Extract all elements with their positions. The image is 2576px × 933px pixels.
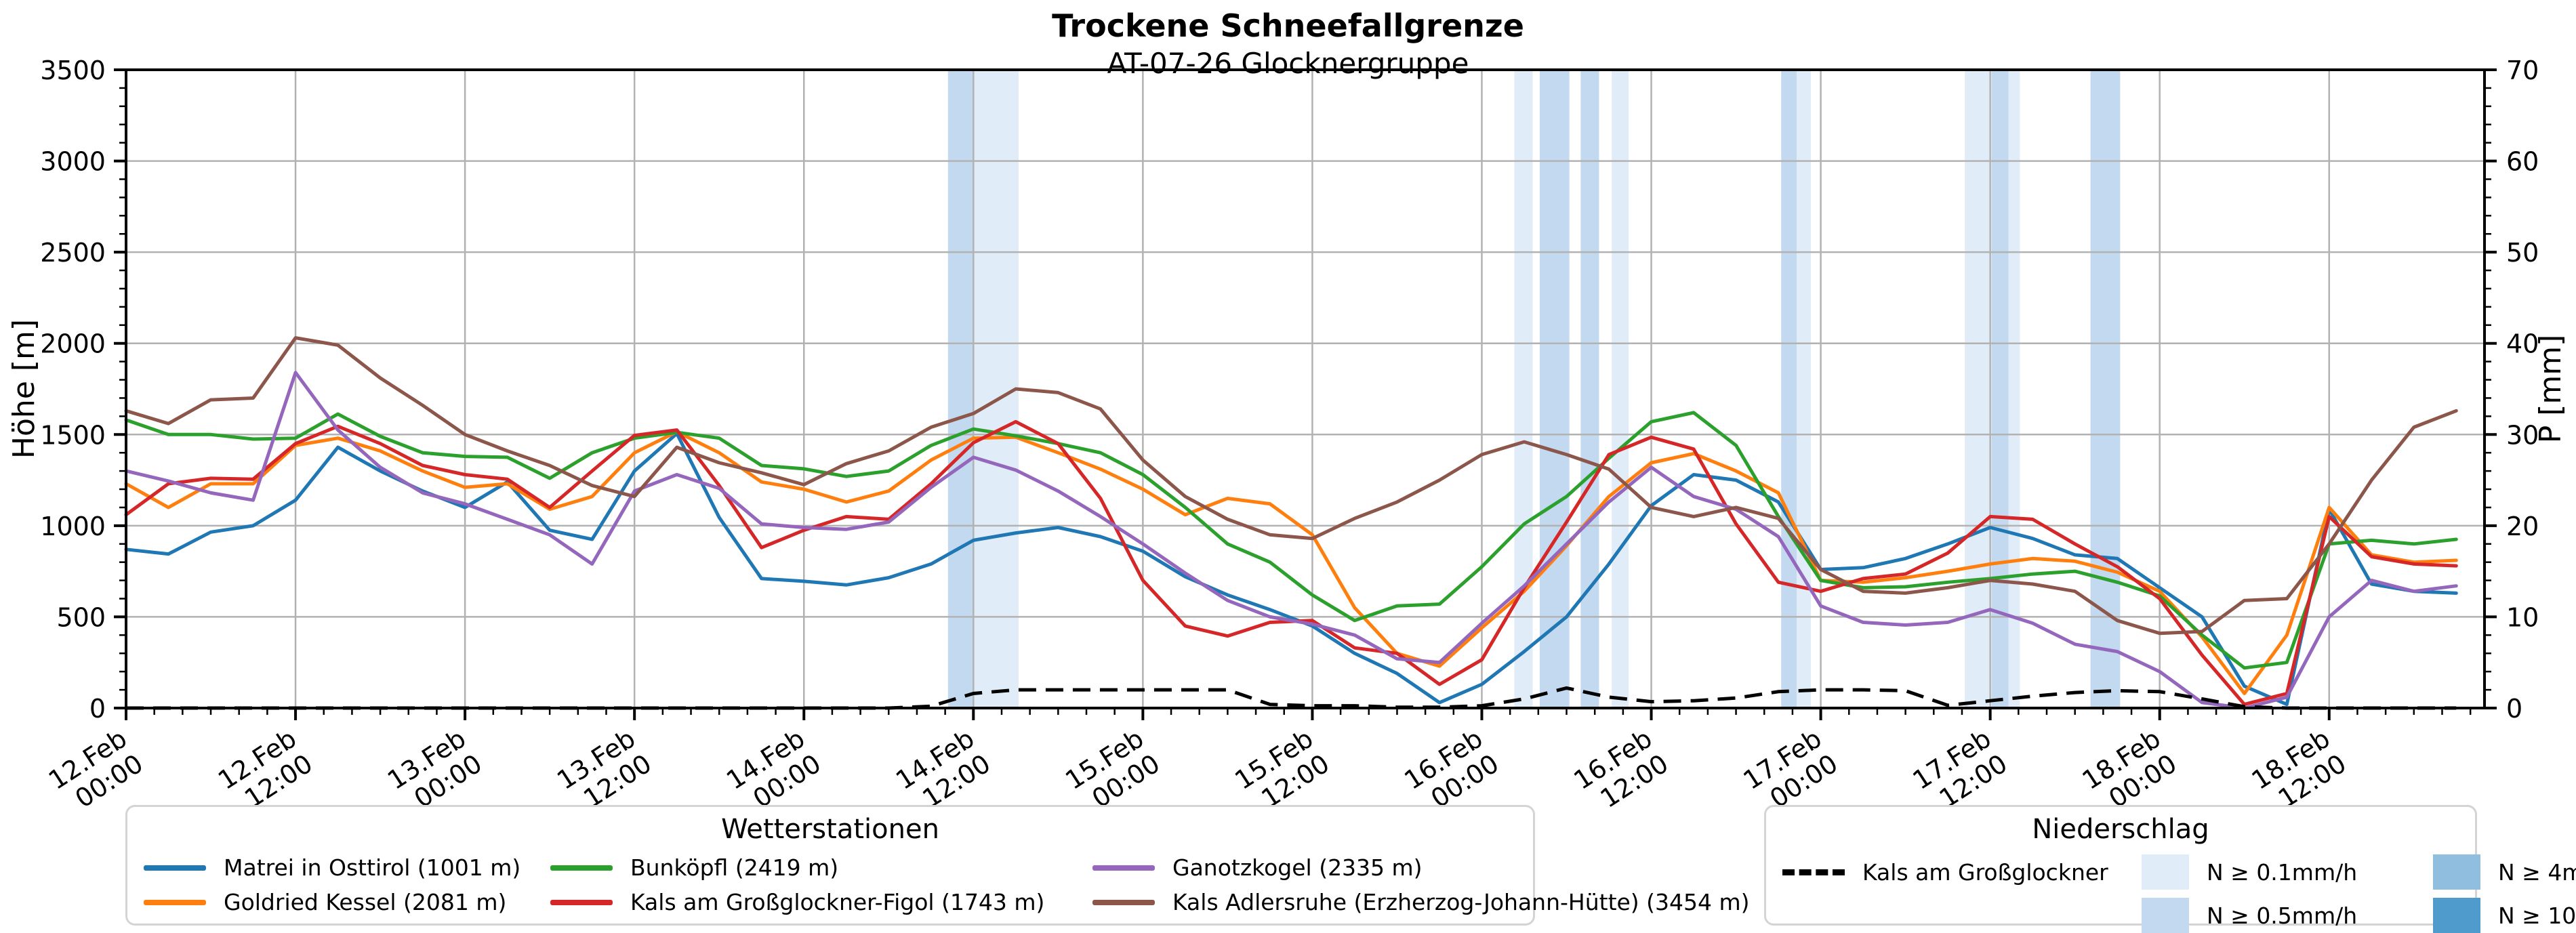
legend-band-swatch [2433, 898, 2480, 933]
legend-line-swatch [144, 899, 206, 905]
y2-tick-label: 60 [2506, 147, 2539, 177]
legend-precip: Niederschlag Kals am Großglockner N ≥ 0.1… [1764, 805, 2576, 933]
legend-band-swatch [2142, 898, 2189, 933]
legend-line-swatch [144, 865, 206, 871]
legend-stations-items: Matrei in Osttirol (1001 m) Goldried Kess… [144, 854, 1750, 915]
precip-band [1612, 70, 1629, 708]
precip-band [1991, 70, 2009, 708]
y-tick-label: 0 [89, 694, 106, 724]
legend-precip-title: Niederschlag [2032, 814, 2209, 845]
legend-station-label: Matrei in Osttirol (1001 m) [224, 854, 521, 881]
precip-band [1514, 70, 1533, 708]
legend-stations-title: Wetterstationen [721, 814, 939, 845]
precip-band [1781, 70, 1797, 708]
precip-band [1965, 70, 1992, 708]
y2-axis-label: P [mm] [2533, 335, 2568, 444]
y-tick-label: 500 [56, 602, 106, 632]
legend-precip-band-item-3: N ≥ 10mm/h [2433, 898, 2576, 933]
legend-station-item-3: Kals am Großglockner-Figol (1743 m) [550, 889, 1065, 915]
title-block: Trockene Schneefallgrenze AT-07-26 Glock… [0, 7, 2576, 81]
legend-station-label: Kals Adlersruhe (Erzherzog-Johann-Hütte)… [1172, 889, 1750, 915]
legend-precip-dashed-item: Kals am Großglockner [1782, 854, 2121, 890]
legend-precip-band-label: N ≥ 10mm/h [2498, 902, 2576, 929]
legend-station-item-4: Ganotzkogel (2335 m) [1092, 854, 1750, 881]
legend-line-swatch [550, 865, 613, 871]
y-axis-label: Höhe [m] [7, 319, 41, 459]
y-tick-label: 3000 [40, 147, 106, 177]
legend-precip-band-label: N ≥ 4mm/h [2498, 858, 2576, 886]
y2-tick-label: 50 [2506, 238, 2539, 268]
y-tick-label: 3500 [40, 56, 106, 85]
precip-band [1797, 70, 1812, 708]
legend-station-item-0: Matrei in Osttirol (1001 m) [144, 854, 523, 881]
legend-band-swatch [2142, 854, 2189, 890]
legend-station-label: Kals am Großglockner-Figol (1743 m) [630, 889, 1045, 915]
legend-stations: Wetterstationen Matrei in Osttirol (1001… [125, 805, 1750, 926]
chart-title: Trockene Schneefallgrenze [1052, 7, 1524, 44]
legend-precip-band-item-1: N ≥ 0.5mm/h [2142, 898, 2413, 933]
legend-precip-band-item-0: N ≥ 0.1mm/h [2142, 854, 2413, 890]
legend-line-swatch [550, 899, 613, 905]
y2-tick-label: 70 [2506, 56, 2539, 85]
precip-band [1580, 70, 1599, 708]
legend-station-item-5: Kals Adlersruhe (Erzherzog-Johann-Hütte)… [1092, 889, 1750, 915]
legend-precip-band-label: N ≥ 0.5mm/h [2207, 902, 2358, 929]
legend-station-item-2: Bunköpfl (2419 m) [550, 854, 1065, 881]
series-line-1 [124, 430, 2458, 695]
legend-precip-items: Kals am Großglockner N ≥ 0.1mm/h N ≥ 0.5mm… [1782, 854, 2576, 933]
legend-band-swatch [2433, 854, 2480, 890]
y2-tick-label: 40 [2506, 329, 2539, 359]
y-tick-label: 2500 [40, 238, 106, 268]
legend-line-swatch [1092, 865, 1155, 871]
y2-tick-label: 0 [2506, 694, 2522, 724]
series-line-4 [124, 371, 2458, 710]
legend-line-swatch [1092, 899, 1155, 905]
legend-station-label: Goldried Kessel (2081 m) [224, 889, 507, 915]
series-line-5 [124, 336, 2458, 636]
axes-spines [125, 68, 2486, 709]
y-tick-label: 1500 [40, 420, 106, 450]
legend-station-label: Bunköpfl (2419 m) [630, 854, 839, 881]
legend-station-item-1: Goldried Kessel (2081 m) [144, 889, 523, 915]
precip-band [973, 70, 1019, 708]
chart-subtitle: AT-07-26 Glocknergruppe [1107, 46, 1469, 80]
legend-precip-band-label: N ≥ 0.1mm/h [2207, 858, 2358, 886]
series-line-2 [124, 411, 2458, 670]
y2-tick-label: 20 [2506, 512, 2539, 541]
y2-tick-label: 30 [2506, 420, 2539, 450]
x-tick-label: 17.Feb12:00 [1907, 724, 2012, 821]
y-tick-label: 1000 [40, 512, 106, 541]
x-tick-label: 16.Feb12:00 [1568, 724, 1673, 821]
precip-band [947, 70, 974, 708]
precip-band [1539, 70, 1570, 708]
y2-tick-label: 10 [2506, 602, 2539, 632]
y-tick-label: 2000 [40, 329, 106, 359]
legend-precip-dashed-label: Kals am Großglockner [1862, 858, 2108, 886]
precip-band [2090, 70, 2121, 708]
legend-dashed-swatch [1782, 869, 1845, 875]
precip-band [2008, 70, 2020, 708]
legend-precip-band-item-2: N ≥ 4mm/h [2433, 854, 2576, 890]
legend-station-label: Ganotzkogel (2335 m) [1172, 854, 1423, 881]
